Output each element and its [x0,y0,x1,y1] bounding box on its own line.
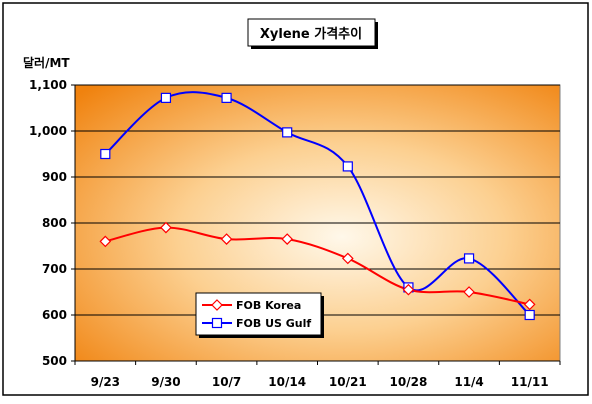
chart-title: Xylene 가격추이 [260,26,362,42]
chart-title-shadow-bottom [251,46,378,49]
data-point-fob-korea [99,235,112,248]
legend-label-fob-us-gulf: FOB US Gulf [236,317,311,330]
data-point-fob-us-gulf [463,253,475,264]
y-tick-label: 800 [42,216,67,230]
x-tick-label: 9/23 [91,375,120,389]
legend-label-fob-korea: FOB Korea [236,299,301,312]
x-tick-label: 10/28 [390,375,428,389]
legend-shadow-right [321,296,324,338]
data-point-fob-korea [281,233,294,245]
y-axis-label: 달러/MT [23,55,70,70]
data-point-fob-us-gulf [282,127,293,138]
x-tick-label: 9/30 [151,375,180,389]
series-line-fob-korea [105,226,530,306]
data-point-fob-korea [220,233,233,245]
data-point-fob-korea [341,252,354,265]
x-tick-label: 10/14 [268,375,306,389]
y-tick-label: 900 [42,170,67,184]
data-point-fob-us-gulf [342,161,353,172]
y-tick-label: 600 [42,308,67,322]
y-tick-label: 500 [42,354,67,368]
chart-title-box [247,18,376,47]
y-tick-label: 1,100 [29,78,67,92]
x-tick-label: 10/21 [329,375,367,389]
y-tick-label: 700 [42,262,67,276]
legend-marker-fob-us-gulf [211,317,223,329]
data-point-fob-us-gulf [160,92,172,103]
data-point-fob-korea [523,298,536,311]
x-tick-label: 10/7 [212,375,241,389]
data-point-fob-korea [160,221,172,234]
data-point-fob-us-gulf [524,309,535,321]
legend-shadow-bottom [199,335,324,338]
x-tick-label: 11/11 [511,375,549,389]
data-point-fob-korea [463,286,475,298]
y-tick-label: 1,000 [29,124,67,138]
x-tick-label: 11/4 [454,375,483,389]
data-point-fob-us-gulf [221,92,232,103]
data-point-fob-korea [402,283,415,296]
chart-title-shadow [375,22,378,49]
data-point-fob-us-gulf [100,148,111,160]
legend-marker-fob-korea [211,299,223,311]
